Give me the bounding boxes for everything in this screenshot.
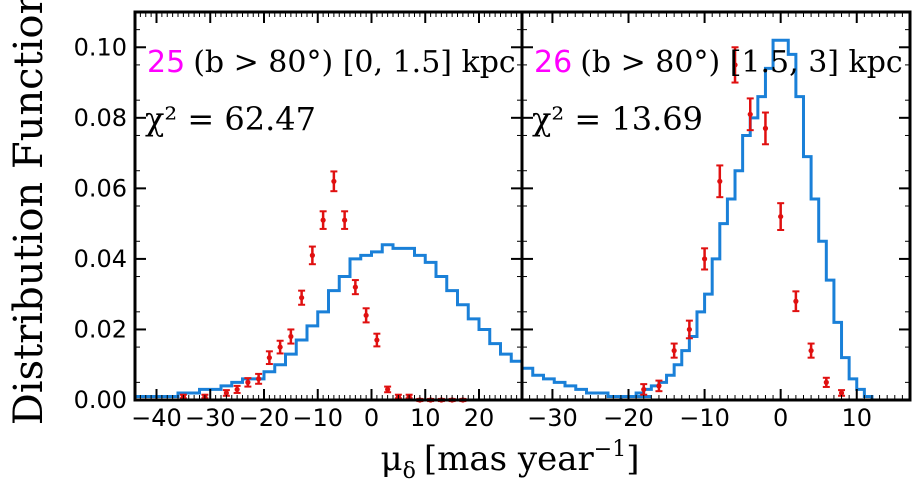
data-point [373, 332, 381, 348]
chi2-label: χ² = 62.47 [145, 100, 316, 138]
data-marker [747, 111, 753, 117]
data-point [341, 210, 349, 230]
y-axis-label: Distribution Function [6, 0, 52, 425]
data-point [298, 289, 306, 306]
x-tick-label: 10 [841, 404, 872, 432]
x-label-text: [mas year [424, 439, 595, 479]
data-marker [266, 355, 272, 361]
data-marker [732, 62, 738, 68]
data-point [777, 202, 785, 231]
data-point [792, 290, 800, 313]
x-tick-label: −40 [131, 404, 182, 432]
x-tick-label: −20 [603, 404, 654, 432]
data-marker [374, 337, 380, 343]
x-label-close: ] [626, 439, 639, 479]
y-tick-label: 0.04 [74, 245, 127, 273]
data-marker [277, 344, 283, 350]
x-tick-label: 10 [410, 404, 441, 432]
data-marker [686, 326, 692, 333]
data-marker [288, 333, 294, 340]
data-point [233, 384, 241, 394]
data-point [265, 350, 273, 366]
data-marker [701, 256, 708, 262]
panel-right: −30 −20 −10 0 10 26 (b > 80°) [1.5, 3] kpc χ² =… [520, 10, 912, 432]
data-point [362, 307, 370, 324]
data-point [655, 379, 663, 393]
data-point [287, 328, 295, 345]
x-tick-label: 0 [364, 404, 379, 432]
x-tick-label: 20 [464, 404, 495, 432]
data-marker [385, 386, 391, 393]
data-marker [256, 376, 262, 382]
data-point [685, 319, 693, 340]
data-point [761, 111, 769, 146]
data-point [255, 372, 263, 385]
data-point [244, 377, 252, 388]
y-tick-label: 0.00 [74, 386, 127, 414]
model-histogram [522, 38, 910, 402]
data-point [640, 383, 648, 396]
data-marker [320, 217, 326, 223]
data-marker [245, 379, 251, 385]
data-point [384, 385, 392, 394]
y-tick-label: 0.10 [74, 33, 127, 61]
data-marker [717, 178, 723, 184]
x-tick-label: −10 [679, 404, 730, 432]
data-point [308, 245, 316, 266]
data-point [222, 389, 230, 397]
y-tick-label: 0.08 [74, 104, 127, 132]
data-marker [299, 295, 305, 301]
data-marker [342, 217, 348, 223]
x-tick-label: −30 [527, 404, 578, 432]
data-marker [223, 390, 229, 396]
data-marker [838, 390, 845, 396]
data-marker [671, 348, 677, 354]
data-marker [793, 298, 799, 304]
data-marker [363, 312, 369, 318]
y-tick-label: 0.06 [74, 174, 127, 202]
data-point [276, 339, 284, 355]
x-axis-label: μδ [mas year−1] [381, 437, 640, 484]
data-marker [656, 383, 662, 389]
x-label-sub: δ [403, 459, 416, 484]
data-point [746, 97, 754, 132]
chi2-label: χ² = 13.69 [532, 100, 703, 138]
data-point [351, 279, 359, 296]
panel-title: 26 (b > 80°) [1.5, 3] kpc [534, 45, 903, 80]
data-point [701, 247, 709, 271]
model-histogram [135, 243, 651, 398]
data-marker [309, 252, 315, 258]
y-tick-label: 0.02 [74, 315, 127, 343]
data-point [807, 342, 815, 359]
data-marker [352, 284, 358, 290]
x-tick-label: −20 [239, 404, 290, 432]
panel-title: 25 (b > 80°) [0, 1.5] kpc [147, 45, 516, 80]
data-marker [762, 125, 769, 131]
data-point [716, 164, 724, 199]
data-point [731, 46, 739, 84]
x-tick-label: −30 [185, 404, 236, 432]
data-marker [234, 386, 240, 393]
data-point [838, 389, 846, 397]
data-point [319, 210, 327, 230]
data-marker [778, 213, 784, 220]
x-tick-label: −10 [292, 404, 343, 432]
data-point [330, 170, 338, 193]
data-point [822, 376, 830, 388]
panel-id: 26 [534, 45, 572, 80]
data-marker [331, 178, 337, 184]
x-tick-label: 0 [773, 404, 788, 432]
data-marker [641, 386, 647, 393]
data-point [670, 342, 678, 359]
x-label-mu: μ [381, 439, 403, 479]
panel-title-text: (b > 80°) [1.5, 3] kpc [580, 45, 903, 80]
panel-left: −40 −30 −20 −10 0 10 200.000.020.040.060.080.1… [74, 10, 651, 432]
panel-title-text: (b > 80°) [0, 1.5] kpc [193, 45, 516, 80]
panel-id: 25 [147, 45, 185, 80]
data-marker [808, 348, 814, 354]
data-marker [823, 379, 829, 385]
x-label-sup: −1 [594, 437, 626, 462]
